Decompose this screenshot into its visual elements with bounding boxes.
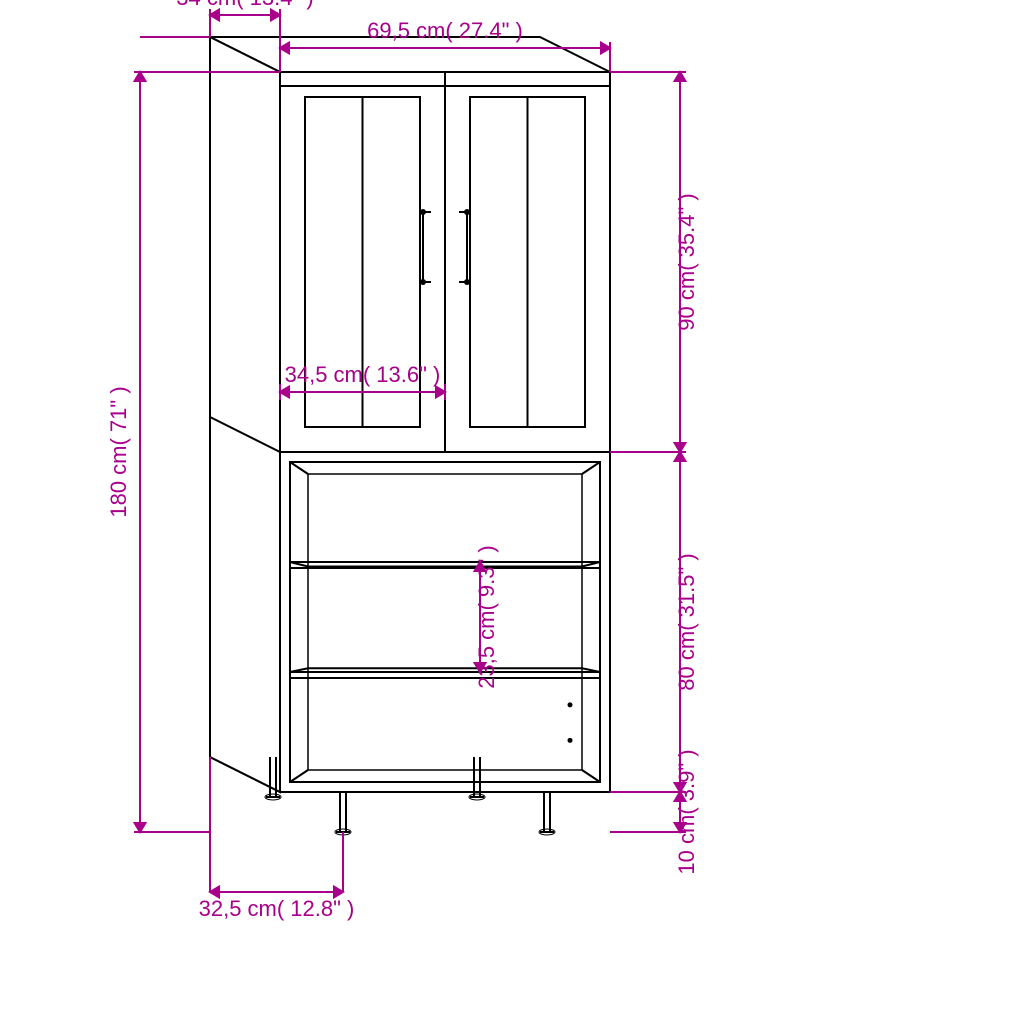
upper-height-label: 90 cm( 35.4" ) (674, 193, 699, 330)
door-width-label: 34,5 cm( 13.6" ) (285, 362, 441, 387)
cabinet-drawing (210, 37, 610, 835)
leg-height-label: 10 cm( 3.9" ) (674, 749, 699, 874)
shelf-gap-label: 23,5 cm( 9.3" ) (474, 545, 499, 689)
leg-inset-label: 32,5 cm( 12.8" ) (199, 896, 355, 921)
lower-height-label: 80 cm( 31.5" ) (674, 553, 699, 690)
total-height-label: 180 cm( 71" ) (106, 386, 131, 517)
width-top-label: 69,5 cm( 27.4" ) (367, 18, 523, 43)
depth-top-label: 34 cm( 13.4" ) (176, 0, 313, 10)
